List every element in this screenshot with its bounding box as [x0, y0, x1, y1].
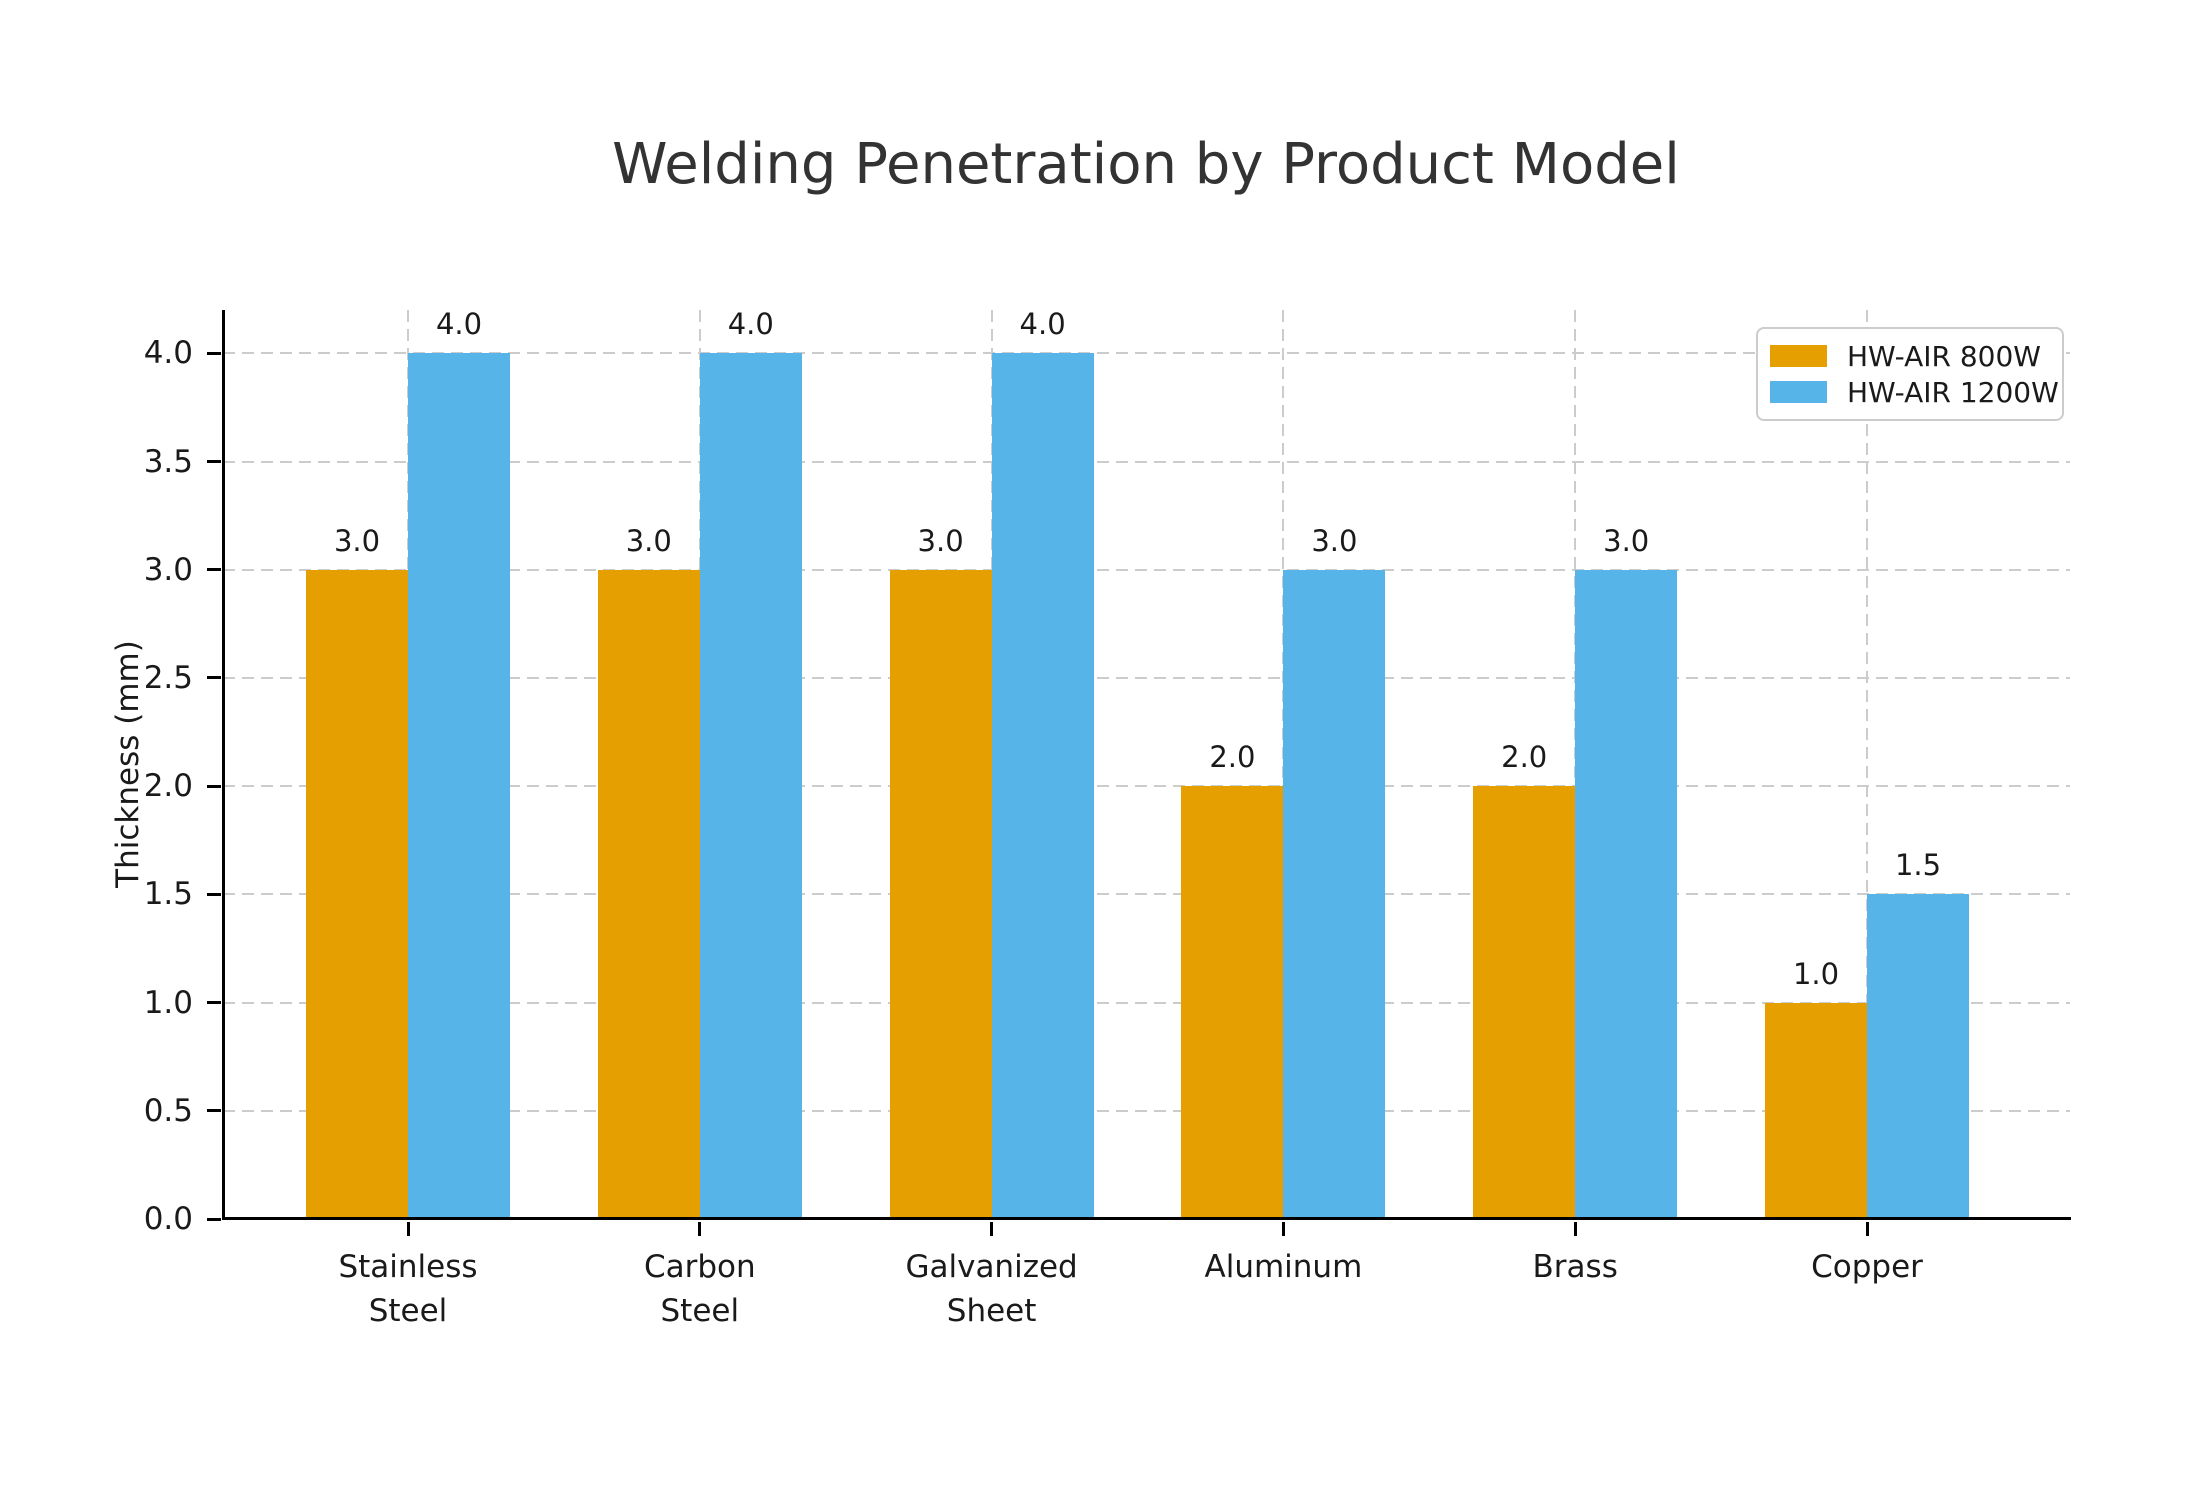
bar-hw-air-800w-carbon-steel — [597, 569, 700, 1219]
y-tick — [207, 1109, 221, 1113]
legend-label: HW-AIR 800W — [1847, 339, 2041, 373]
y-tick — [207, 892, 221, 896]
bar-value-label: 2.0 — [1209, 740, 1256, 775]
bar-hw-air-1200w-brass — [1575, 569, 1678, 1219]
chart-title: Welding Penetration by Product Model — [612, 132, 1680, 197]
legend-item: HW-AIR 800W — [1770, 340, 2050, 373]
horizontal-gridline — [223, 352, 2070, 355]
horizontal-gridline — [223, 1001, 2070, 1004]
legend-swatch — [1770, 345, 1827, 367]
legend-label: HW-AIR 1200W — [1847, 375, 2059, 409]
y-tick — [207, 460, 221, 463]
horizontal-gridline — [223, 568, 2070, 571]
bar-value-label: 3.0 — [625, 523, 672, 558]
bar-hw-air-800w-aluminum — [1181, 786, 1284, 1219]
x-tick-label-copper: Copper — [1811, 1249, 1923, 1285]
horizontal-gridline — [223, 893, 2070, 896]
x-tick-label-brass: Brass — [1532, 1249, 1618, 1285]
y-tick — [207, 1001, 221, 1005]
x-axis-line — [222, 1217, 2071, 1220]
bar-hw-air-1200w-copper — [1867, 894, 1969, 1219]
bar-hw-air-1200w-aluminum — [1283, 569, 1386, 1219]
bar-value-label: 3.0 — [333, 523, 381, 558]
x-tick — [990, 1222, 994, 1236]
bar-hw-air-1200w-carbon-steel — [699, 353, 802, 1219]
x-tick-label-aluminum: Aluminum — [1204, 1249, 1363, 1285]
y-tick — [207, 1217, 221, 1221]
y-tick — [207, 568, 221, 572]
horizontal-gridline — [223, 1109, 2070, 1112]
horizontal-gridline — [223, 676, 2070, 679]
plot-area: 3.0 3.0 3.0 2.0 2.0 1.0 4.0 4.0 4.0 3.0 3.0 1.5 0.0 0… — [144, 307, 2071, 1329]
legend-item: HW-AIR 1200W — [1770, 376, 2059, 409]
horizontal-gridline — [223, 460, 2070, 463]
y-tick-label: 2.5 — [143, 659, 193, 696]
bar-hw-air-1200w-galvanized-sheet — [991, 353, 1094, 1219]
bar-value-label: 3.0 — [1603, 523, 1650, 558]
bar-value-label: 1.0 — [1792, 956, 1840, 991]
y-tick — [207, 351, 221, 355]
bar-value-label: 1.5 — [1894, 848, 1942, 883]
x-tick-label-carbon-steel: Carbon Steel — [643, 1249, 756, 1330]
y-tick-label: 3.0 — [143, 551, 193, 588]
bar-hw-air-800w-stainless-steel — [306, 569, 408, 1219]
legend: HW-AIR 800W HW-AIR 1200W — [1756, 327, 2064, 421]
y-tick-label: 3.5 — [143, 443, 193, 480]
bar-hw-air-800w-brass — [1473, 786, 1576, 1219]
y-tick — [207, 784, 221, 788]
y-axis-line — [222, 310, 225, 1219]
bar-hw-air-800w-galvanized-sheet — [889, 569, 992, 1219]
y-tick — [207, 676, 221, 680]
bar-value-label: 4.0 — [727, 307, 774, 342]
y-tick-label: 1.5 — [143, 876, 193, 913]
bar-value-label: 3.0 — [1311, 523, 1358, 558]
bar-value-label: 3.0 — [917, 523, 964, 558]
vertical-gridline — [1866, 310, 1868, 1219]
y-tick-label: 2.0 — [143, 768, 193, 805]
x-tick — [1865, 1222, 1869, 1236]
x-tick-label-galvanized-sheet: Galvanized Sheet — [905, 1249, 1078, 1330]
bar-hw-air-800w-copper — [1765, 1002, 1867, 1219]
y-tick-label: 1.0 — [143, 984, 193, 1021]
legend-swatch — [1770, 381, 1827, 403]
y-tick-label: 0.0 — [143, 1201, 193, 1237]
y-tick-label: 0.5 — [143, 1092, 193, 1129]
bar-value-label: 4.0 — [435, 307, 483, 342]
x-tick — [1573, 1222, 1577, 1236]
y-tick-label: 4.0 — [143, 335, 193, 372]
horizontal-gridline — [223, 785, 2070, 788]
x-tick — [698, 1222, 702, 1236]
x-tick — [406, 1222, 410, 1236]
bar-value-label: 4.0 — [1019, 307, 1066, 342]
x-tick — [1281, 1222, 1285, 1236]
bar-hw-air-1200w-stainless-steel — [408, 353, 510, 1219]
bar-value-label: 2.0 — [1501, 740, 1548, 775]
x-tick-label-stainless-steel: Stainless Steel — [338, 1249, 478, 1330]
